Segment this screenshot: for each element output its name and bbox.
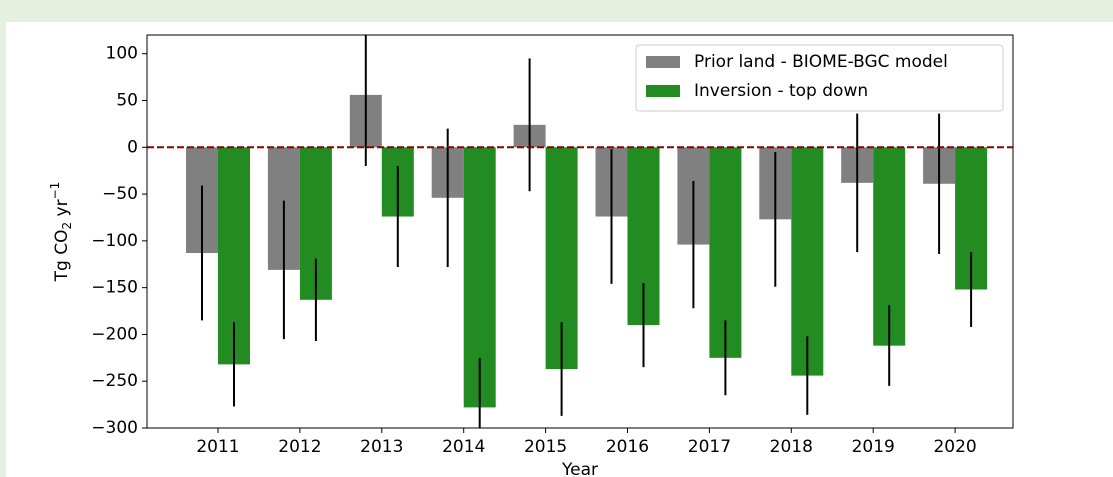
y-tick-label: −300 [91, 418, 138, 438]
legend-label: Prior land - BIOME-BGC model [694, 52, 948, 72]
y-tick-label: −200 [91, 324, 138, 344]
legend [635, 44, 1004, 112]
x-tick-label: 2014 [442, 437, 485, 457]
legend-label: Inversion - top down [694, 81, 868, 101]
y-tick-label: −150 [91, 278, 138, 298]
y-tick-label: 50 [116, 91, 138, 111]
x-tick-label: 2020 [933, 437, 976, 457]
x-tick-label: 2017 [688, 437, 731, 457]
y-axis-label-part: −1 [48, 182, 62, 200]
x-tick-label: 2016 [606, 437, 649, 457]
plot-area [186, 35, 988, 428]
y-axis-label-part: 2 [60, 222, 74, 230]
x-tick-label: 2019 [852, 437, 895, 457]
y-axis-label: Tg CO2 yr−1 [48, 182, 74, 283]
y-axis-label-part: yr [52, 199, 72, 221]
x-tick-label: 2013 [360, 437, 403, 457]
x-axis-label: Year [561, 460, 598, 477]
x-tick-label: 2015 [524, 437, 567, 457]
legend-swatch [646, 85, 680, 97]
y-axis-label-part: Tg CO [52, 229, 72, 282]
y-tick-label: 0 [127, 137, 138, 157]
y-tick-label: −50 [102, 184, 138, 204]
x-tick-label: 2011 [196, 437, 239, 457]
x-tick-label: 2018 [770, 437, 813, 457]
axes-frame [146, 34, 1014, 429]
legend-swatch [646, 56, 680, 68]
y-tick-label: −100 [91, 231, 138, 251]
y-tick-label: 100 [106, 44, 138, 64]
x-tick-label: 2012 [278, 437, 321, 457]
y-tick-label: −250 [91, 371, 138, 391]
